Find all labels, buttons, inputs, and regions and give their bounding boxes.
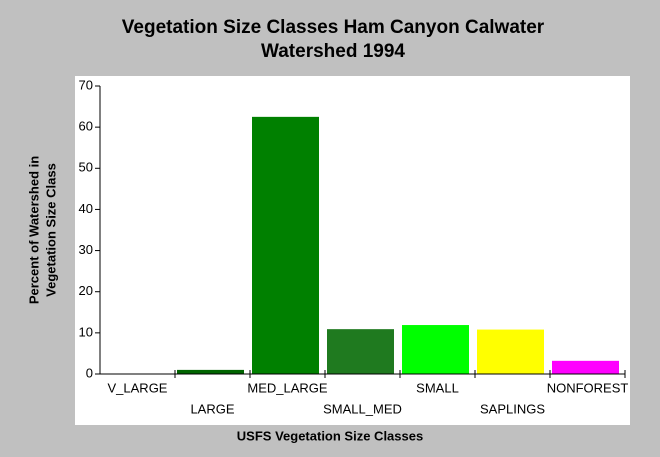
x-tick-label: NONFOREST — [547, 380, 629, 395]
x-tick-label: MED_LARGE — [247, 380, 328, 395]
y-tick-label: 10 — [79, 324, 93, 339]
chart-title: Watershed 1994 — [261, 41, 405, 62]
x-tick-label: SMALL — [416, 380, 459, 395]
y-tick-label: 70 — [79, 77, 93, 92]
y-axis-label: Percent of Watershed in — [26, 156, 41, 304]
bar — [402, 325, 469, 374]
y-tick-label: 30 — [79, 242, 93, 257]
y-tick-label: 60 — [79, 119, 93, 134]
y-tick-label: 50 — [79, 160, 93, 175]
y-axis-label: Vegetation Size Class — [43, 163, 58, 297]
bar — [552, 360, 619, 374]
x-tick-label: SAPLINGS — [480, 401, 545, 416]
bar — [477, 329, 544, 374]
x-tick-label: V_LARGE — [108, 380, 168, 395]
x-axis-label: USFS Vegetation Size Classes — [237, 428, 423, 443]
bar — [177, 369, 244, 374]
chart-title: Vegetation Size Classes Ham Canyon Calwa… — [122, 17, 545, 38]
y-axis-label-group: Percent of Watershed in Vegetation Size … — [26, 156, 58, 304]
y-tick-label: 0 — [86, 365, 93, 380]
bar — [327, 329, 394, 374]
bar — [252, 116, 319, 374]
x-tick-label: SMALL_MED — [323, 401, 402, 416]
y-tick-label: 40 — [79, 201, 93, 216]
x-tick-label: LARGE — [190, 401, 234, 416]
y-tick-label: 20 — [79, 283, 93, 298]
